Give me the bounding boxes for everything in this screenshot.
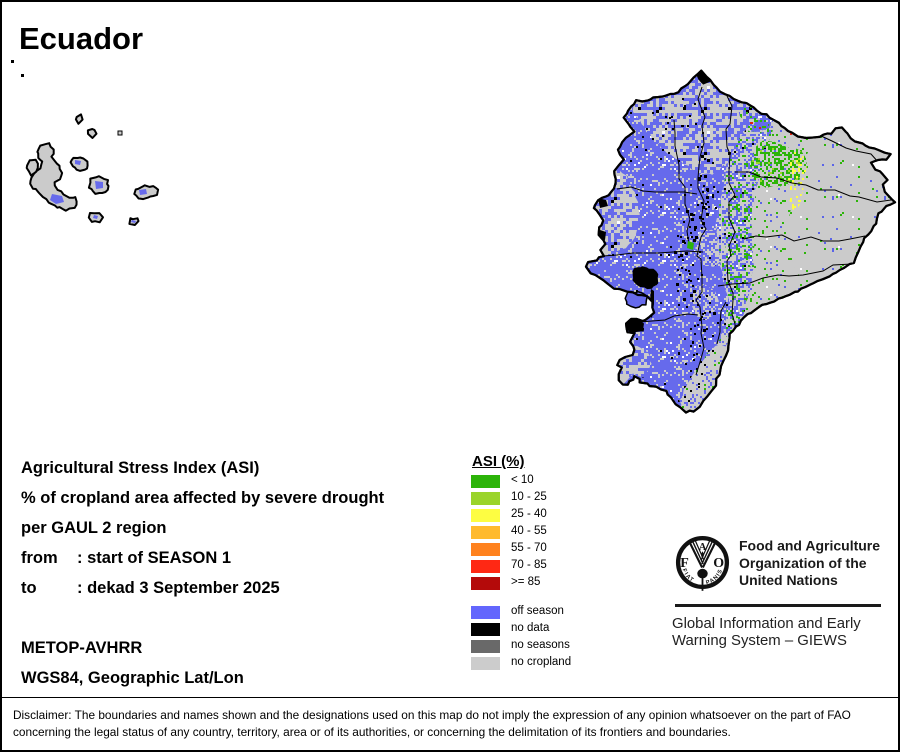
svg-text:O: O: [713, 556, 724, 571]
svg-text:Food and Agriculture: Food and Agriculture: [739, 538, 880, 554]
svg-text:Organization of the: Organization of the: [739, 555, 867, 571]
svg-text:F: F: [680, 556, 689, 571]
svg-text:A: A: [699, 542, 707, 553]
svg-text:United Nations: United Nations: [739, 572, 838, 588]
